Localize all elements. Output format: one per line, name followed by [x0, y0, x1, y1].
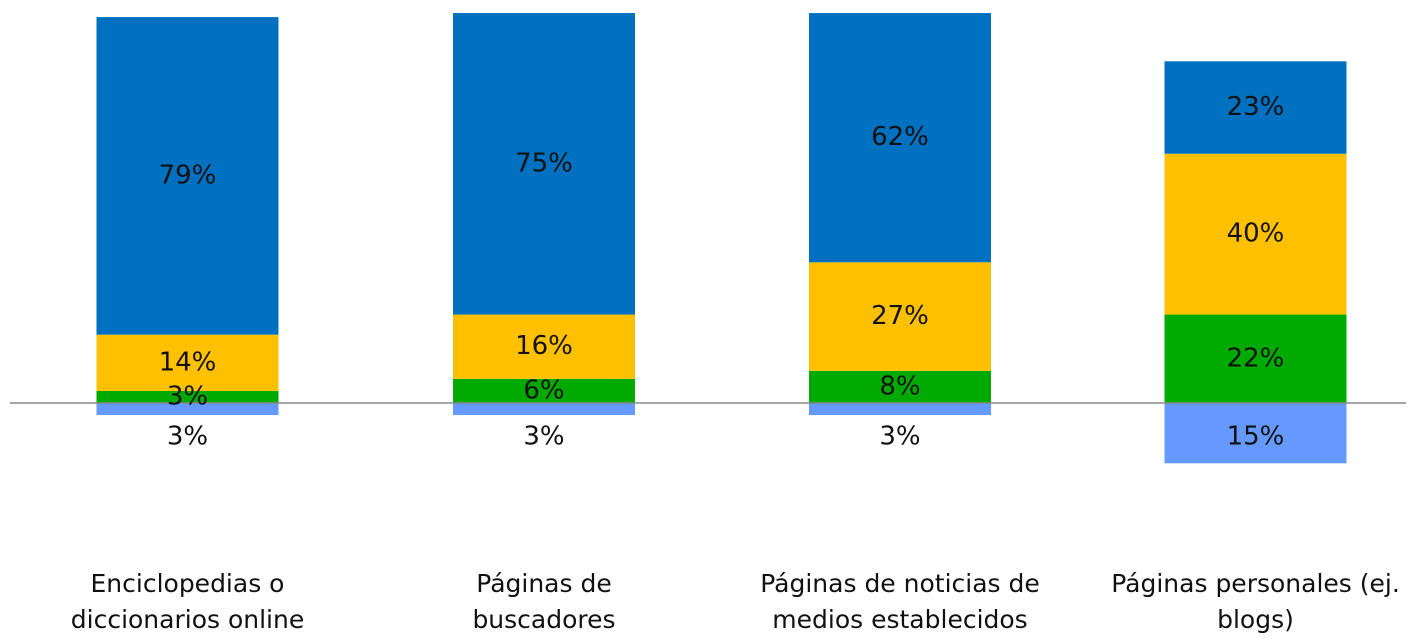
bar-segment: [453, 403, 635, 416]
labels: 3% 3% 14% 79% 3% 6% 16% 75% 3% 8% 27% 62% 15% 22% 40% 2…: [159, 92, 1285, 451]
bar-segment: [1164, 61, 1347, 154]
bar-segment: [96, 17, 279, 335]
value-label: 22%: [1227, 343, 1285, 373]
page: 3% 3% 14% 79% 3% 6% 16% 75% 3% 8% 27% 62% 15% 22% 40% 2…: [10, 13, 1406, 634]
value-label: 6%: [523, 375, 564, 405]
category-label: Páginas personales (ej. blogs): [1111, 569, 1400, 634]
bar-segment: [809, 13, 991, 263]
value-label: 40%: [1227, 219, 1285, 249]
bar-segment: [96, 334, 279, 391]
bar-segment: [809, 403, 991, 416]
value-label: 27%: [871, 301, 929, 331]
bar-segment: [453, 378, 635, 403]
category-label: Enciclopedias o diccionarios online: [70, 569, 305, 634]
value-label: 15%: [1227, 422, 1285, 452]
value-label: 16%: [515, 331, 573, 361]
bar-segment: [453, 314, 635, 379]
bar-segment: [809, 370, 991, 403]
bar-segment: [453, 13, 635, 315]
value-label: 79%: [159, 160, 217, 190]
value-label: 3%: [879, 422, 920, 452]
value-label: 14%: [159, 347, 217, 377]
value-label: 75%: [515, 148, 573, 178]
chart: 3% 3% 14% 79% 3% 6% 16% 75% 3% 8% 27% 62% 15% 22% 40% 2…: [10, 13, 1406, 464]
bar-segment: [1164, 403, 1347, 464]
bar-segment: [1164, 314, 1347, 403]
value-label: 8%: [879, 371, 920, 401]
bar-segment: [96, 403, 279, 416]
category-label: Páginas de buscadores: [472, 569, 616, 634]
value-label: 3%: [167, 422, 208, 452]
category-label: Páginas de noticias de medios establecid…: [760, 569, 1040, 634]
bar-segment: [1164, 153, 1347, 315]
value-label: 3%: [523, 422, 564, 452]
value-label: 3%: [167, 381, 208, 411]
bars: [96, 13, 1347, 464]
bar-segment: [809, 262, 991, 371]
value-label: 23%: [1227, 92, 1285, 122]
value-label: 62%: [871, 122, 929, 152]
bar-segment: [96, 390, 279, 403]
